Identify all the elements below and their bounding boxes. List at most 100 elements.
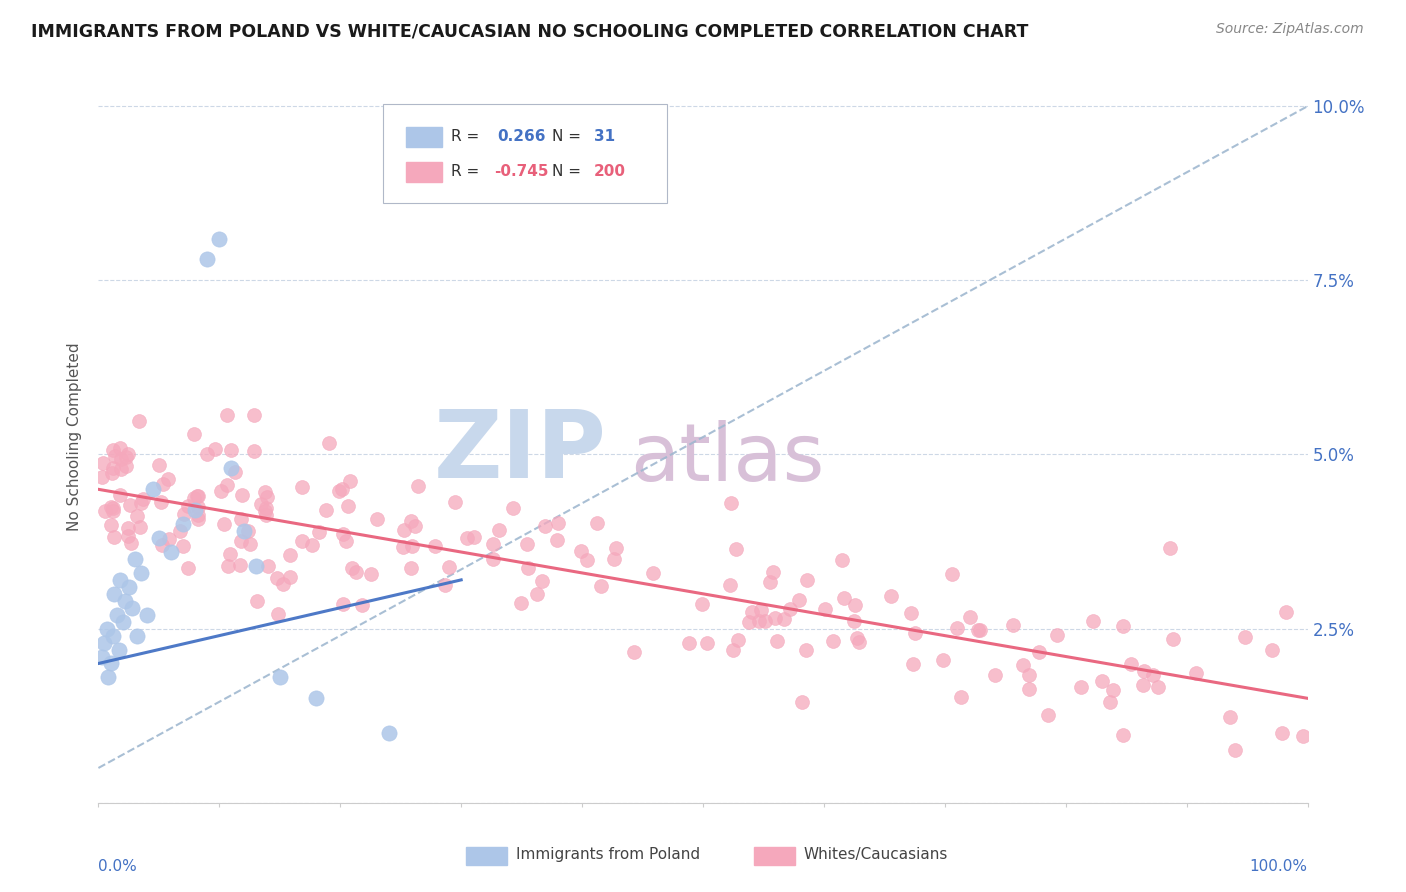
Point <box>103 530 125 544</box>
Point <box>605 541 627 556</box>
Point <box>547 516 569 530</box>
Point <box>157 532 180 546</box>
Point <box>1070 680 1092 694</box>
Point <box>1132 664 1154 678</box>
Point <box>1261 643 1284 657</box>
Point <box>239 537 262 551</box>
Point <box>1142 667 1164 681</box>
Point <box>103 587 125 601</box>
Point <box>748 614 770 628</box>
Text: atlas: atlas <box>630 420 825 498</box>
Point <box>236 524 259 539</box>
Point <box>280 548 302 562</box>
Point <box>696 635 718 649</box>
Point <box>796 643 818 657</box>
Point <box>1112 619 1135 633</box>
Point <box>254 508 277 522</box>
FancyBboxPatch shape <box>382 104 666 203</box>
Point <box>1018 668 1040 682</box>
Point <box>204 442 226 456</box>
Point <box>463 530 485 544</box>
Text: -0.745: -0.745 <box>494 164 548 179</box>
Point <box>318 436 340 450</box>
Point <box>1112 728 1135 742</box>
Point <box>344 565 367 579</box>
Point <box>128 414 150 428</box>
Point <box>790 695 813 709</box>
Point <box>1102 682 1125 697</box>
Point <box>959 610 981 624</box>
Point <box>779 601 801 615</box>
Point <box>254 500 277 515</box>
Point <box>1090 674 1112 689</box>
Point <box>337 500 360 514</box>
FancyBboxPatch shape <box>465 847 508 865</box>
Point <box>749 603 772 617</box>
Point <box>101 629 124 643</box>
Point <box>763 611 786 625</box>
Point <box>1119 657 1142 671</box>
Point <box>101 504 124 518</box>
Point <box>444 495 467 509</box>
Point <box>117 447 139 461</box>
Point <box>291 480 314 494</box>
Point <box>278 570 301 584</box>
Point <box>176 561 198 575</box>
Point <box>117 521 139 535</box>
Point <box>401 539 423 553</box>
Point <box>267 607 290 622</box>
Point <box>678 636 700 650</box>
Point <box>217 478 239 492</box>
Point <box>482 537 505 551</box>
Text: Whites/Caucasians: Whites/Caucasians <box>803 847 948 863</box>
Point <box>228 558 250 573</box>
Point <box>832 591 855 606</box>
Point <box>305 691 328 706</box>
Point <box>160 545 183 559</box>
Point <box>246 593 269 607</box>
Point <box>903 657 925 672</box>
Point <box>124 552 146 566</box>
Point <box>399 561 422 575</box>
Point <box>219 547 242 561</box>
Point <box>172 539 194 553</box>
Point <box>1001 617 1024 632</box>
Point <box>96 622 118 636</box>
Point <box>114 594 136 608</box>
Point <box>1081 614 1104 628</box>
Point <box>101 501 124 516</box>
Point <box>814 602 837 616</box>
FancyBboxPatch shape <box>754 847 794 865</box>
Point <box>117 528 139 542</box>
Point <box>831 553 853 567</box>
Point <box>152 477 174 491</box>
Point <box>946 621 969 635</box>
Point <box>208 231 231 245</box>
Point <box>404 519 426 533</box>
Point <box>350 598 373 612</box>
Point <box>187 512 209 526</box>
Point <box>941 566 963 581</box>
Point <box>150 495 173 509</box>
Point <box>243 443 266 458</box>
Point <box>1159 541 1181 555</box>
Point <box>105 607 128 622</box>
Point <box>254 484 277 499</box>
Point <box>406 479 429 493</box>
Point <box>482 552 505 566</box>
Point <box>120 536 142 550</box>
Point <box>245 558 267 573</box>
Point <box>103 449 125 463</box>
Point <box>148 458 170 472</box>
Point <box>725 541 748 556</box>
Point <box>169 524 191 538</box>
Point <box>1018 682 1040 697</box>
Point <box>224 465 246 479</box>
Point <box>269 670 291 684</box>
Point <box>1161 632 1184 647</box>
Text: N =: N = <box>551 164 581 179</box>
Point <box>229 534 252 549</box>
Point <box>517 561 540 575</box>
Point <box>184 503 207 517</box>
Point <box>115 450 138 465</box>
